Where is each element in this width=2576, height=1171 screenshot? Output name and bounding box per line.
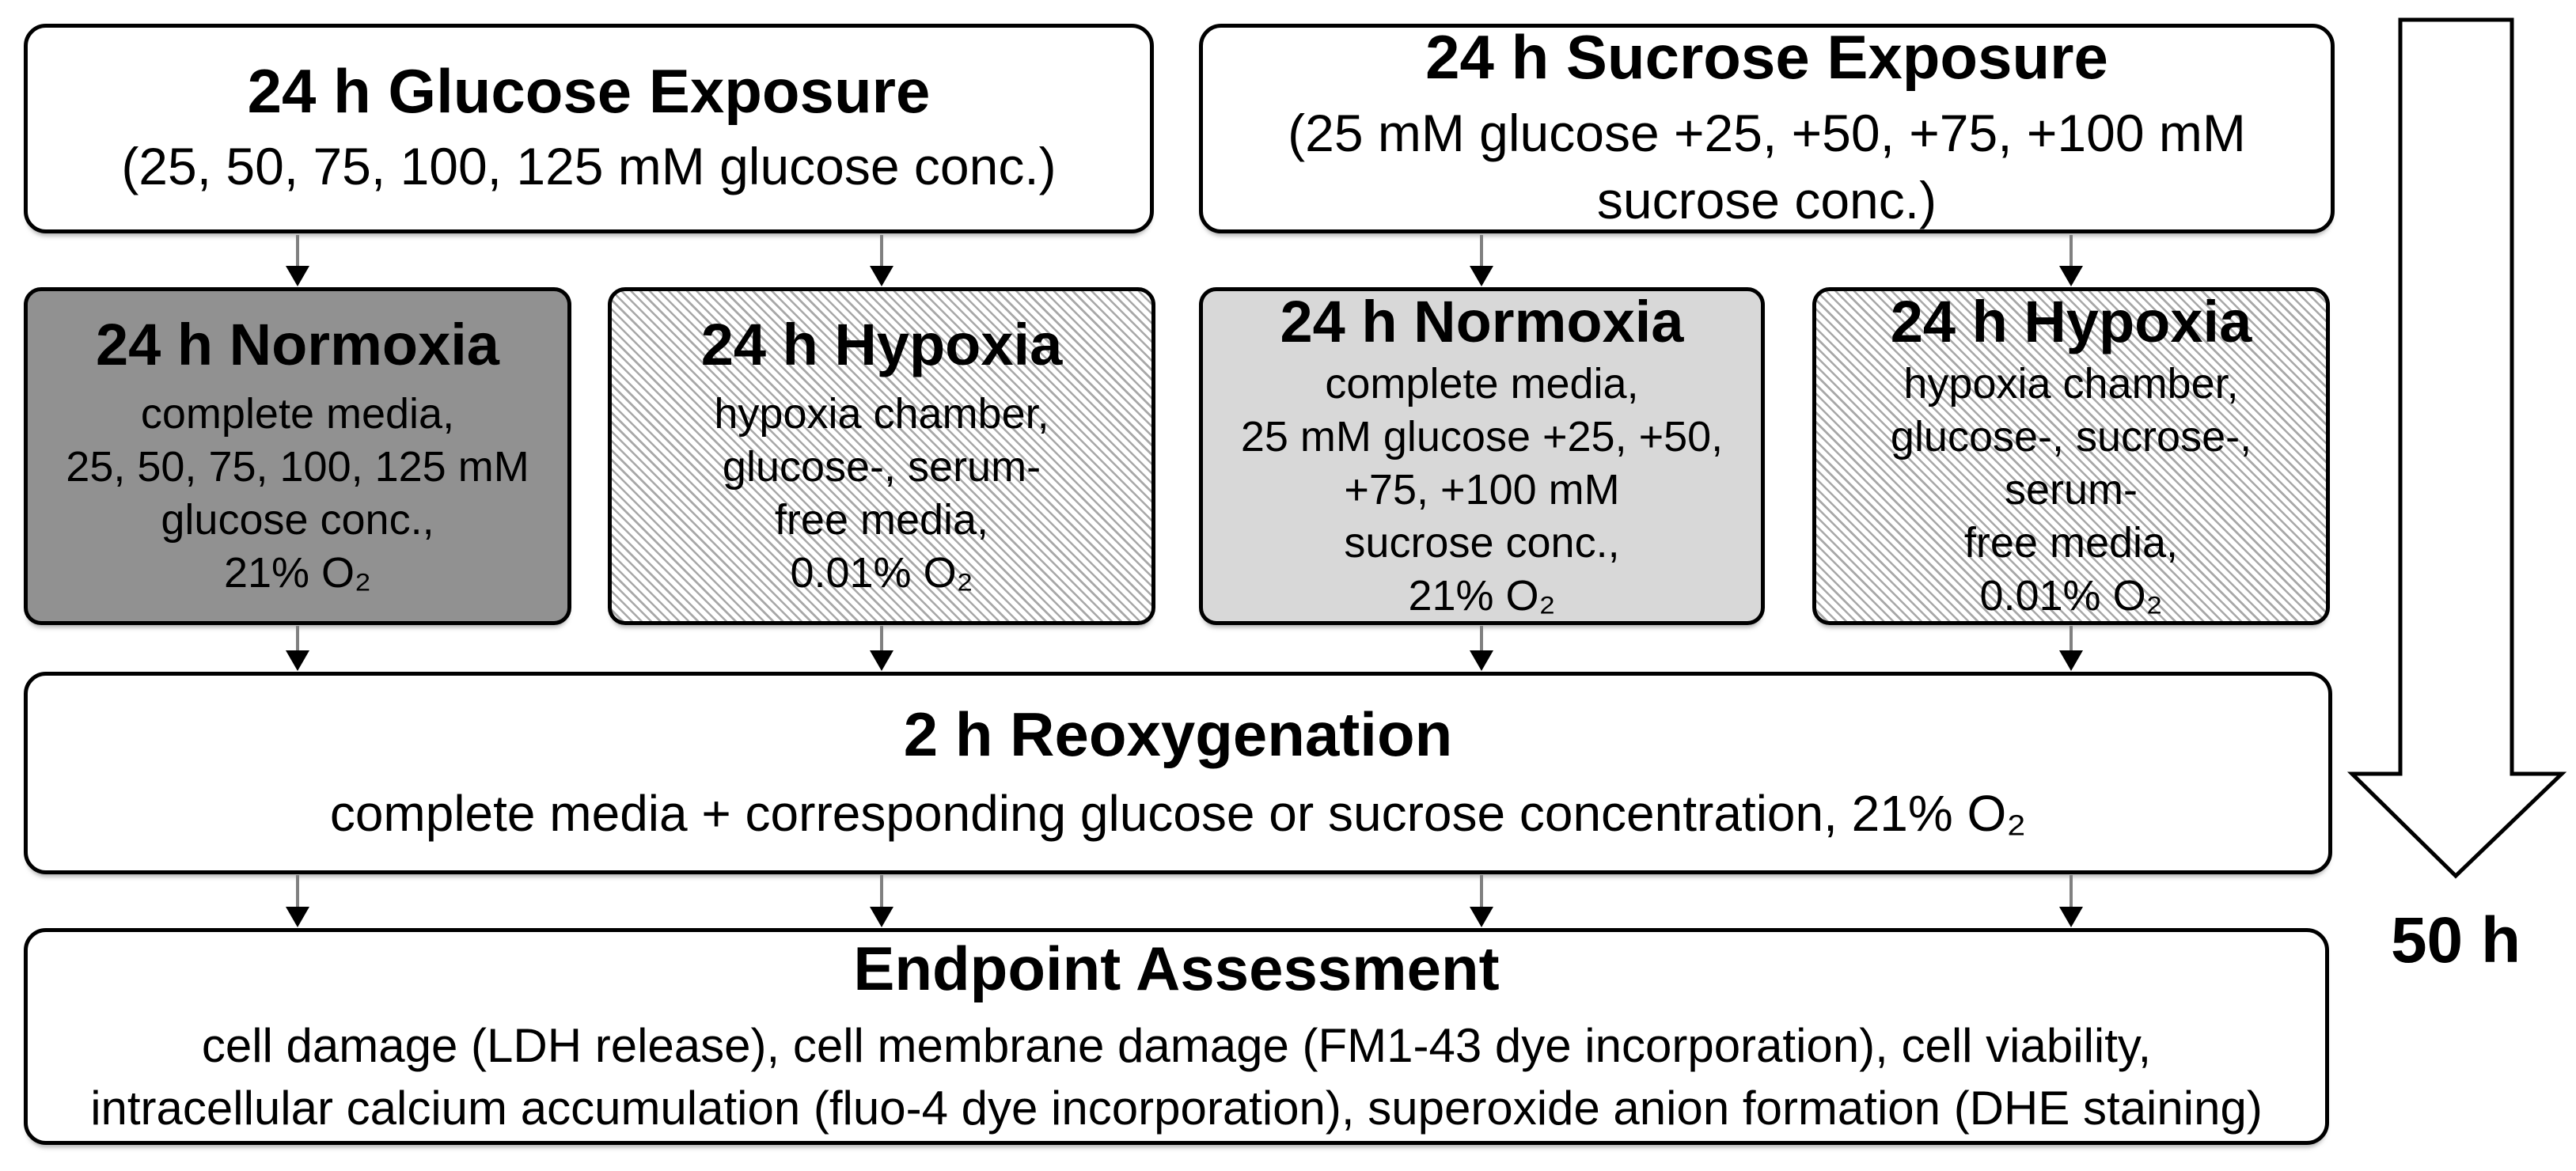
detail-line: glucose-, sucrose-, (1890, 412, 2252, 460)
normoxia-glucose-detail: complete media, 25, 50, 75, 100, 125 mM … (66, 388, 529, 600)
hypoxia-sucrose-detail: hypoxia chamber, glucose-, sucrose-, ser… (1891, 358, 2252, 623)
detail-line: sucrose conc., (1344, 518, 1620, 567)
sucrose-exposure-title: 24 h Sucrose Exposure (1425, 21, 2108, 92)
glucose-exposure-box: 24 h Glucose Exposure (25, 50, 75, 100, … (24, 24, 1154, 233)
detail-line: 0.01% O₂ (1979, 571, 2163, 620)
detail-line: hypoxia chamber, (714, 390, 1049, 438)
reoxygenation-title: 2 h Reoxygenation (903, 699, 1453, 769)
flow-arrow-down (1470, 235, 1493, 286)
detail-line: free media, (774, 496, 989, 544)
flow-arrow-down (286, 235, 309, 286)
detail-line: glucose-, serum- (722, 443, 1041, 491)
flow-arrow-down (2059, 235, 2083, 286)
glucose-exposure-detail-line: (25, 50, 75, 100, 125 mM glucose conc.) (121, 137, 1057, 196)
flow-arrow-down (1470, 626, 1493, 671)
reoxygenation-detail: complete media + corresponding glucose o… (330, 781, 2026, 847)
flow-arrow-down (870, 875, 893, 927)
flow-arrow-down (870, 235, 893, 286)
sucrose-exposure-box: 24 h Sucrose Exposure (25 mM glucose +25… (1199, 21, 2335, 236)
flow-arrow-down (286, 626, 309, 671)
endpoint-assessment-box: Endpoint Assessment cell damage (LDH rel… (24, 928, 2329, 1145)
hypoxia-glucose-title: 24 h Hypoxia (700, 311, 1063, 377)
flow-arrow-down (2059, 626, 2083, 671)
glucose-exposure-detail: (25, 50, 75, 100, 125 mM glucose conc.) (121, 133, 1056, 201)
detail-line: 21% O₂ (1408, 571, 1556, 620)
hypoxia-glucose-detail: hypoxia chamber, glucose-, serum- free m… (714, 388, 1049, 600)
detail-line: 25, 50, 75, 100, 125 mM (66, 443, 529, 491)
flow-arrow-down (286, 875, 309, 927)
endpoint-assessment-detail: cell damage (LDH release), cell membrane… (90, 1014, 2263, 1139)
sucrose-exposure-detail-line: (25 mM glucose +25, +50, +75, +100 mM (1288, 103, 2246, 162)
detail-line: complete media, (1325, 359, 1639, 407)
detail-line: intracellular calcium accumulation (fluo… (90, 1081, 2263, 1135)
detail-line: free media, (1963, 518, 2179, 567)
hypoxia-sucrose-title: 24 h Hypoxia (1890, 289, 2252, 355)
sucrose-exposure-detail: (25 mM glucose +25, +50, +75, +100 mM su… (1288, 100, 2246, 236)
detail-line: 0.01% O₂ (790, 549, 973, 597)
hypoxia-glucose-box: 24 h Hypoxia hypoxia chamber, glucose-, … (608, 287, 1155, 625)
detail-line: glucose conc., (161, 496, 434, 544)
normoxia-sucrose-detail: complete media, 25 mM glucose +25, +50, … (1241, 358, 1723, 623)
flow-arrow-down (2059, 875, 2083, 927)
detail-line: 25 mM glucose +25, +50, (1240, 412, 1724, 460)
duration-label: 50 h (2390, 904, 2521, 976)
normoxia-sucrose-box: 24 h Normoxia complete media, 25 mM gluc… (1199, 287, 1765, 625)
normoxia-glucose-box: 24 h Normoxia complete media, 25, 50, 75… (24, 287, 571, 625)
detail-line: hypoxia chamber, (1903, 359, 2239, 407)
timeline-arrow (2346, 17, 2567, 879)
endpoint-assessment-title: Endpoint Assessment (853, 933, 1500, 1003)
normoxia-sucrose-title: 24 h Normoxia (1280, 289, 1684, 355)
hypoxia-sucrose-box: 24 h Hypoxia hypoxia chamber, glucose-, … (1812, 287, 2330, 625)
flow-arrow-down (1470, 875, 1493, 927)
normoxia-glucose-title: 24 h Normoxia (96, 311, 499, 377)
sucrose-exposure-detail-line: sucrose conc.) (1596, 171, 1937, 230)
detail-line: complete media, (140, 390, 455, 438)
detail-line: cell damage (LDH release), cell membrane… (201, 1018, 2152, 1072)
reoxygenation-box: 2 h Reoxygenation complete media + corre… (24, 672, 2332, 874)
glucose-exposure-title: 24 h Glucose Exposure (247, 55, 931, 126)
detail-line: +75, +100 mM (1344, 465, 1620, 513)
detail-line: serum- (2004, 465, 2138, 513)
detail-line: 21% O₂ (223, 549, 372, 597)
detail-line: complete media + corresponding glucose o… (329, 785, 2027, 843)
flow-arrow-down (870, 626, 893, 671)
